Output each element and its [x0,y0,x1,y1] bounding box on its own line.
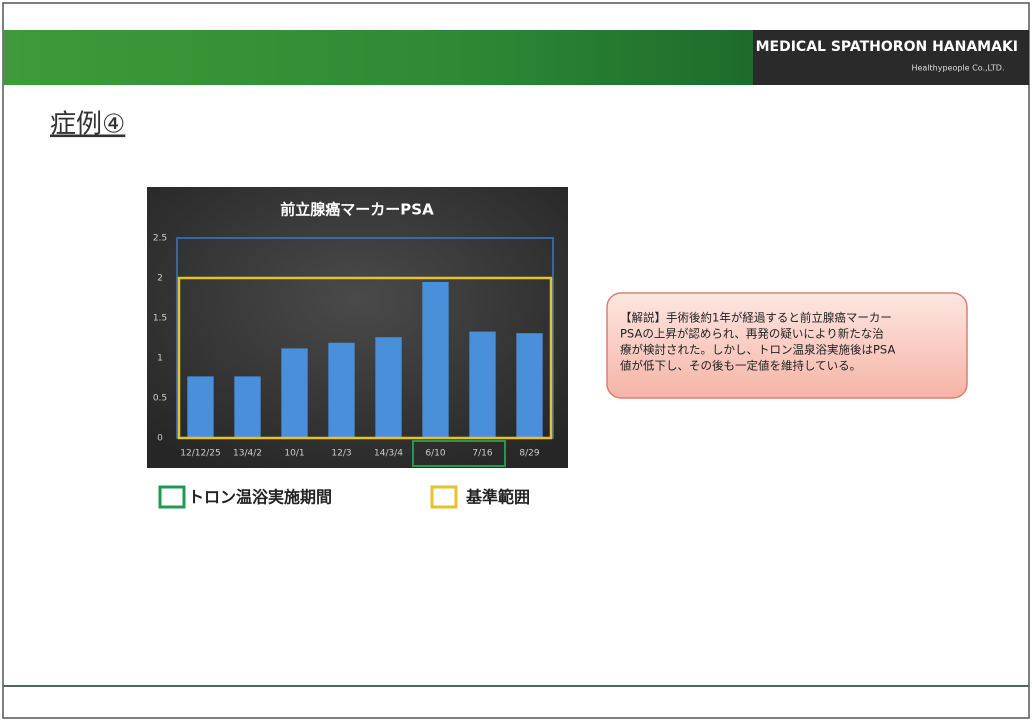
header-box [753,30,1029,85]
x-tick-label: 13/4/2 [233,449,262,459]
x-tick-label: 12/3 [331,449,351,459]
slide-title: 症例④ [50,110,125,140]
y-tick-label: 0.5 [153,394,167,404]
chart-panel [147,187,568,468]
note-line: 【解説】手術後約1年が経過すると前立腺癌マーカー [620,311,892,325]
x-tick-label: 6/10 [425,449,445,459]
chart-title: 前立腺癌マーカーPSA [280,201,434,219]
bar [187,376,214,438]
x-tick-label: 14/3/4 [374,449,403,459]
legend-swatch [430,485,458,509]
company: MEDICAL SPATHORON HANAMAKI [756,39,1018,55]
header-band [3,30,753,85]
bar [234,376,261,438]
note-line: 値が低下し、その後も一定値を維持している。 [620,359,861,373]
legend-swatch [158,485,186,509]
x-tick-label: 8/29 [519,449,539,459]
bar [281,348,308,438]
note-box [606,292,968,399]
y-tick-label: 2.5 [153,234,167,244]
y-tick-label: 2 [157,274,163,284]
legend-label: トロン温浴実施期間 [188,488,332,507]
note-line: PSAの上昇が認められ、再発の疑いにより新たな治 [620,327,884,341]
note-line: 療が検討された。しかし、トロン温泉浴実施後はPSA [620,343,895,357]
x-tick-label: 7/16 [472,449,492,459]
bar [469,331,496,438]
bar [422,282,449,438]
bar [516,333,543,438]
note: 【解説】手術後約1年が経過すると前立腺癌マーカー PSAの上昇が認められ、再発の疑… [620,311,895,373]
reference-range [177,276,553,440]
y-tick-label: 1 [157,354,163,364]
x-tick-label: 10/1 [284,449,304,459]
period-box [412,440,506,467]
company-subtitle: Healthypeople Co.,LTD. [911,64,1004,73]
y-tick-label: 0 [157,434,163,444]
y-tick-label: 1.5 [153,314,167,324]
bar [328,342,355,438]
legend-label: 基準範囲 [465,488,530,507]
x-tick-label: 12/12/25 [180,449,220,459]
bar [375,337,402,438]
